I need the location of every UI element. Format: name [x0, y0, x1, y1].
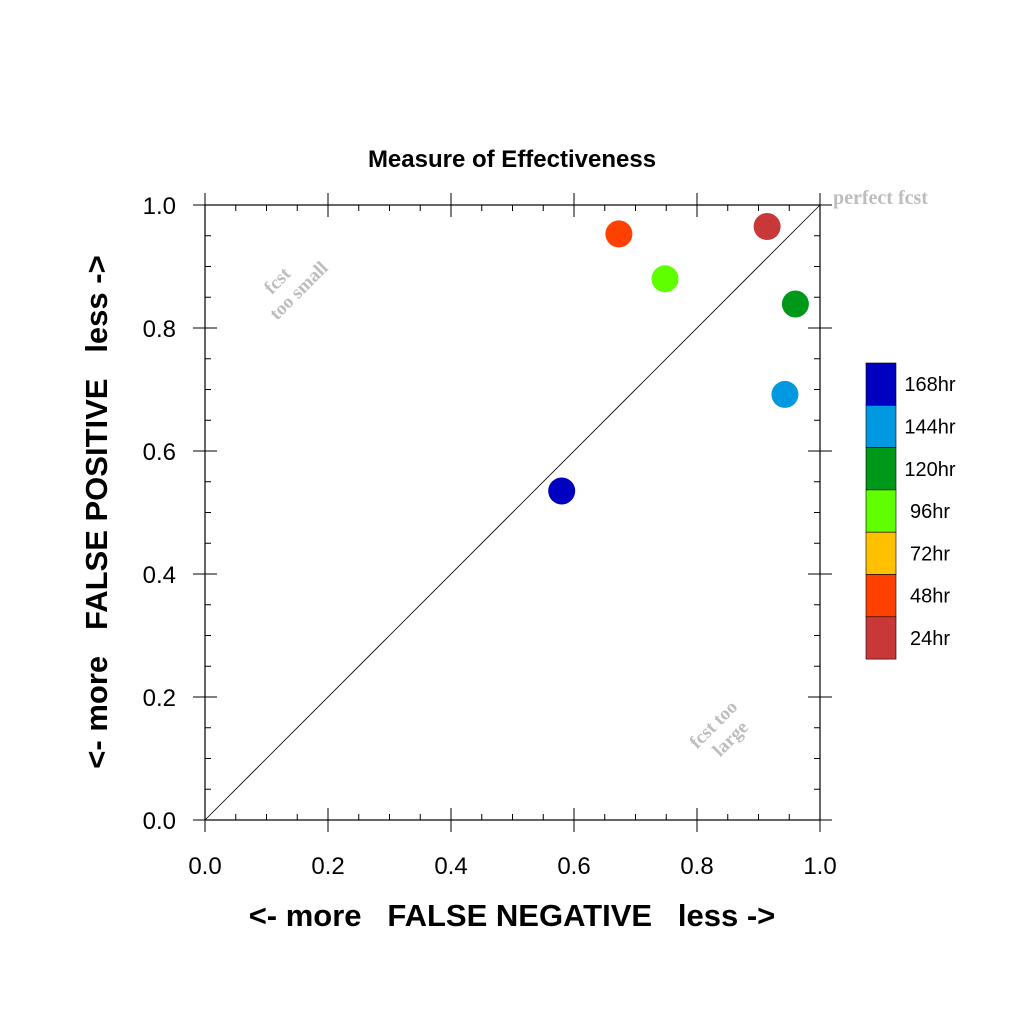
legend-swatch-96hr: [865, 489, 897, 533]
perfect-fcst-annotation: perfect fcst: [833, 187, 928, 209]
diagonal-reference-line: [204, 204, 821, 821]
fcst-too-small-annotation: fcst too small: [260, 258, 332, 325]
y-tick-label: 0.6: [143, 439, 176, 466]
y-tick-label: 0.4: [143, 562, 176, 589]
y-tick-label: 0.2: [143, 685, 176, 712]
x-tick-label: 0.6: [557, 853, 590, 880]
y-tick-labels: 0.0 0.2 0.4 0.6 0.8 1.0: [143, 193, 176, 835]
x-tick-label: 0.8: [680, 853, 713, 880]
legend-swatch-168hr: [865, 362, 897, 406]
legend-label-168hr: 168hr: [904, 374, 955, 396]
x-tick-label: 0.0: [188, 853, 221, 880]
data-points: [548, 213, 809, 505]
data-point-120hr: [781, 290, 809, 318]
y-tick-label: 1.0: [143, 193, 176, 220]
legend-swatch-72hr: [865, 531, 897, 575]
y-tick-label: 0.8: [143, 316, 176, 343]
legend-label-48hr: 48hr: [910, 586, 950, 608]
plot-frame: [204, 204, 821, 821]
legend-swatch-144hr: [865, 404, 897, 448]
legend-swatch-24hr: [865, 616, 897, 660]
data-point-96hr: [651, 265, 679, 293]
legend-label-96hr: 96hr: [910, 501, 950, 523]
chart-title: Measure of Effectiveness: [368, 146, 656, 173]
fcst-too-large-annotation: fcst too large: [686, 697, 753, 761]
data-point-48hr: [605, 220, 633, 248]
data-point-144hr: [771, 380, 799, 408]
y-tick-label: 0.0: [143, 808, 176, 835]
legend: 168hr 144hr 120hr 96hr 72hr 48hr 24hr: [865, 362, 956, 660]
data-point-168hr: [548, 477, 576, 505]
x-tick-labels: 0.0 0.2 0.4 0.6 0.8 1.0: [188, 853, 836, 880]
legend-label-24hr: 24hr: [910, 628, 950, 650]
data-point-24hr: [753, 213, 781, 241]
y-axis-label: <- more FALSE POSITIVE less ->: [79, 255, 114, 768]
legend-label-120hr: 120hr: [904, 459, 955, 481]
x-tick-label: 0.4: [434, 853, 467, 880]
x-tick-label: 1.0: [803, 853, 836, 880]
legend-label-144hr: 144hr: [904, 416, 955, 438]
x-axis-label: <- more FALSE NEGATIVE less ->: [249, 898, 776, 933]
legend-swatch-48hr: [865, 574, 897, 618]
x-tick-label: 0.2: [311, 853, 344, 880]
legend-label-72hr: 72hr: [910, 543, 950, 565]
legend-swatch-120hr: [865, 447, 897, 491]
